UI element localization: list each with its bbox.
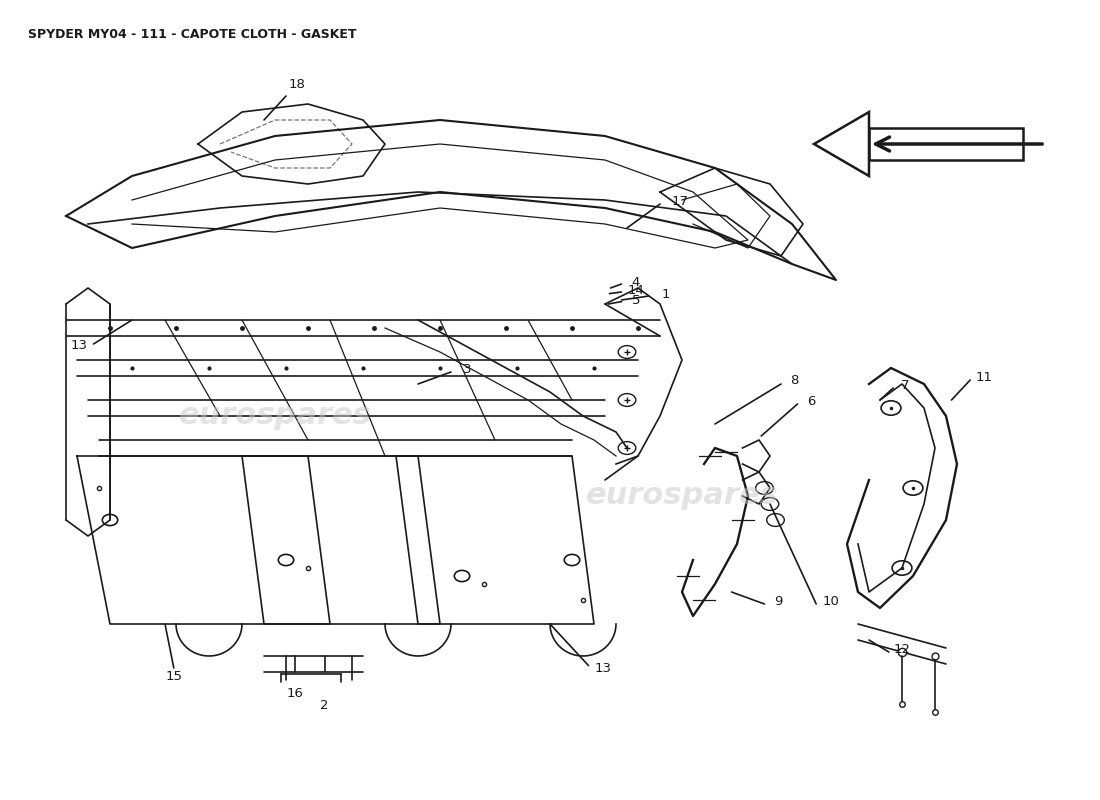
Text: 1: 1 [661,288,670,301]
Text: eurospares: eurospares [178,402,372,430]
Polygon shape [814,112,869,176]
Text: 13: 13 [594,662,612,674]
Text: 7: 7 [901,379,910,392]
Text: 9: 9 [774,595,783,608]
Text: 5: 5 [631,294,640,306]
Text: 17: 17 [671,195,689,208]
Text: eurospares: eurospares [585,482,779,510]
Text: SPYDER MY04 - 111 - CAPOTE CLOTH - GASKET: SPYDER MY04 - 111 - CAPOTE CLOTH - GASKE… [28,28,356,41]
Text: 15: 15 [165,670,183,682]
Text: 13: 13 [70,339,88,352]
Text: 4: 4 [631,276,640,289]
Text: 3: 3 [463,363,472,376]
Text: 10: 10 [822,595,839,608]
Text: 6: 6 [807,395,816,408]
Text: 11: 11 [976,371,993,384]
Text: 18: 18 [288,78,306,90]
Text: 12: 12 [893,643,911,656]
Text: 14: 14 [627,284,645,297]
Text: 8: 8 [790,374,799,386]
Text: 16: 16 [286,687,304,700]
Text: 2: 2 [320,699,329,712]
